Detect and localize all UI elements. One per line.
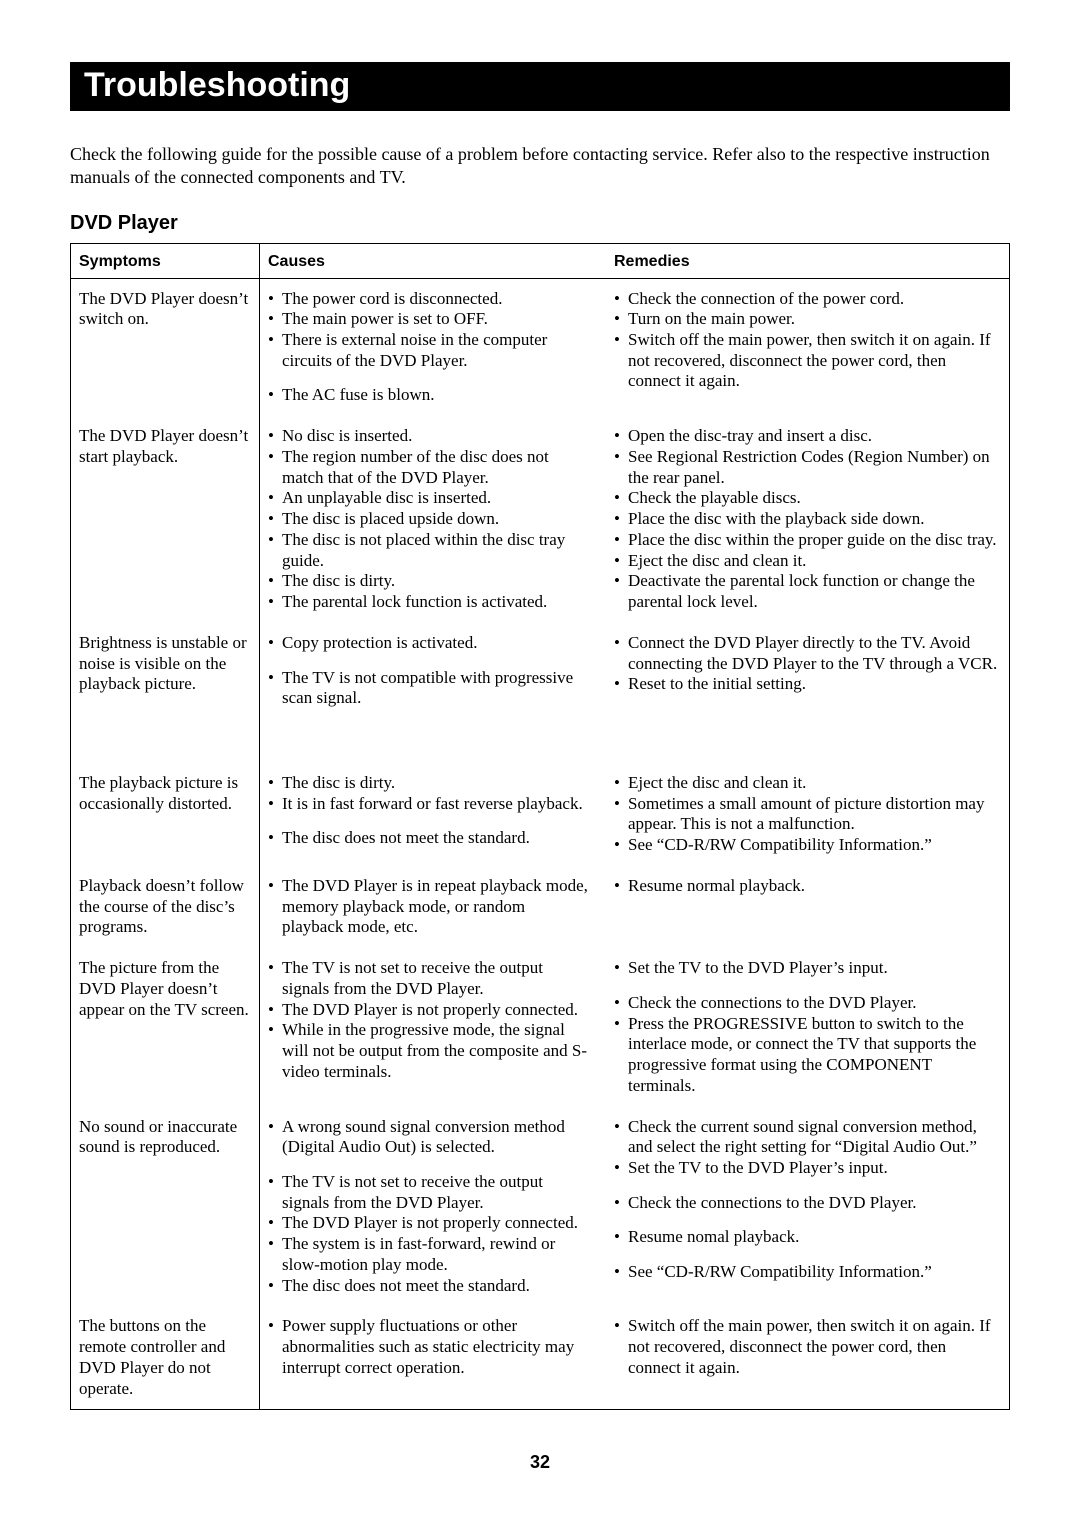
table-row: The playback picture is occasionally dis… — [71, 763, 1010, 866]
cause-item: No disc is inserted. — [268, 426, 588, 447]
cause-item: It is in fast forward or fast reverse pl… — [268, 794, 588, 815]
symptom-cell: The DVD Player doesn’t start playback. — [71, 416, 260, 623]
symptom-cell: Brightness is unstable or noise is visib… — [71, 623, 260, 763]
cause-item: An unplayable disc is inserted. — [268, 488, 588, 509]
table-row: Playback doesn’t follow the course of th… — [71, 866, 1010, 948]
remedy-item: Eject the disc and clean it. — [614, 551, 1001, 572]
remedy-item: Resume normal playback. — [614, 876, 1001, 897]
remedy-item: Place the disc within the proper guide o… — [614, 530, 1001, 551]
cause-item: The disc is placed upside down. — [268, 509, 588, 530]
cause-item: The disc does not meet the standard. — [268, 828, 588, 849]
cause-item: The disc is dirty. — [268, 773, 588, 794]
table-row: The picture from the DVD Player doesn’t … — [71, 948, 1010, 1106]
remedy-item: Sometimes a small amount of picture dist… — [614, 794, 1001, 835]
col-header-causes: Causes — [260, 244, 607, 279]
remedy-item: Eject the disc and clean it. — [614, 773, 1001, 794]
symptom-cell: The buttons on the remote controller and… — [71, 1306, 260, 1409]
cause-item: The TV is not set to receive the output … — [268, 1172, 588, 1213]
symptom-cell: No sound or inaccurate sound is reproduc… — [71, 1107, 260, 1307]
remedy-item: Set the TV to the DVD Player’s input. — [614, 1158, 1001, 1179]
symptom-cell: The picture from the DVD Player doesn’t … — [71, 948, 260, 1106]
remedy-item: Press the PROGRESSIVE button to switch t… — [614, 1014, 1001, 1097]
cause-item: The TV is not compatible with progressiv… — [268, 668, 588, 709]
remedies-cell: Open the disc-tray and insert a disc.See… — [606, 416, 1010, 623]
remedy-item: Check the connections to the DVD Player. — [614, 993, 1001, 1014]
cause-item: The AC fuse is blown. — [268, 385, 588, 406]
remedy-item: Check the current sound signal conversio… — [614, 1117, 1001, 1158]
remedy-item: Reset to the initial setting. — [614, 674, 1001, 695]
remedies-cell: Resume normal playback. — [606, 866, 1010, 948]
troubleshoot-table: Symptoms Causes Remedies The DVD Player … — [70, 243, 1010, 1410]
causes-cell: Power supply fluctuations or other abnor… — [260, 1306, 607, 1409]
cause-item: The disc is dirty. — [268, 571, 588, 592]
causes-cell: A wrong sound signal conversion method (… — [260, 1107, 607, 1307]
remedy-item: Place the disc with the playback side do… — [614, 509, 1001, 530]
col-header-symptoms: Symptoms — [71, 244, 260, 279]
intro-text: Check the following guide for the possib… — [70, 143, 1010, 188]
remedy-item: Check the playable discs. — [614, 488, 1001, 509]
symptom-cell: Playback doesn’t follow the course of th… — [71, 866, 260, 948]
cause-item: The region number of the disc does not m… — [268, 447, 588, 488]
table-row: The DVD Player doesn’t switch on.The pow… — [71, 278, 1010, 416]
remedy-item: Deactivate the parental lock function or… — [614, 571, 1001, 612]
page-number: 32 — [0, 1452, 1080, 1473]
remedy-item: Resume nomal playback. — [614, 1227, 1001, 1248]
remedies-cell: Switch off the main power, then switch i… — [606, 1306, 1010, 1409]
remedies-cell: Connect the DVD Player directly to the T… — [606, 623, 1010, 763]
remedy-item: Switch off the main power, then switch i… — [614, 330, 1001, 392]
remedy-item: Turn on the main power. — [614, 309, 1001, 330]
causes-cell: The power cord is disconnected.The main … — [260, 278, 607, 416]
remedy-item: See Regional Restriction Codes (Region N… — [614, 447, 1001, 488]
causes-cell: The DVD Player is in repeat playback mod… — [260, 866, 607, 948]
remedy-item: See “CD-R/RW Compatibility Information.” — [614, 835, 1001, 856]
page: Troubleshooting Check the following guid… — [0, 0, 1080, 1523]
page-title: Troubleshooting — [70, 62, 1010, 111]
cause-item: The DVD Player is not properly connected… — [268, 1000, 588, 1021]
table-row: The DVD Player doesn’t start playback.No… — [71, 416, 1010, 623]
remedies-cell: Eject the disc and clean it.Sometimes a … — [606, 763, 1010, 866]
cause-item: Copy protection is activated. — [268, 633, 588, 654]
symptom-cell: The DVD Player doesn’t switch on. — [71, 278, 260, 416]
cause-item: A wrong sound signal conversion method (… — [268, 1117, 588, 1158]
causes-cell: Copy protection is activated. The TV is n… — [260, 623, 607, 763]
cause-item: The power cord is disconnected. — [268, 289, 588, 310]
causes-cell: The disc is dirty.It is in fast forward … — [260, 763, 607, 866]
cause-item: The system is in fast-forward, rewind or… — [268, 1234, 588, 1275]
cause-item: Power supply fluctuations or other abnor… — [268, 1316, 588, 1378]
cause-item: There is external noise in the computer … — [268, 330, 588, 371]
causes-cell: No disc is inserted.The region number of… — [260, 416, 607, 623]
symptom-cell: The playback picture is occasionally dis… — [71, 763, 260, 866]
cause-item: The DVD Player is in repeat playback mod… — [268, 876, 588, 938]
table-row: Brightness is unstable or noise is visib… — [71, 623, 1010, 763]
cause-item: The disc does not meet the standard. — [268, 1276, 588, 1297]
cause-item: The disc is not placed within the disc t… — [268, 530, 588, 571]
cause-item: The main power is set to OFF. — [268, 309, 588, 330]
remedy-item: Connect the DVD Player directly to the T… — [614, 633, 1001, 674]
remedy-item: Check the connections to the DVD Player. — [614, 1193, 1001, 1214]
table-row: No sound or inaccurate sound is reproduc… — [71, 1107, 1010, 1307]
section-heading: DVD Player — [70, 212, 1010, 235]
cause-item: The TV is not set to receive the output … — [268, 958, 588, 999]
remedies-cell: Set the TV to the DVD Player’s input. Che… — [606, 948, 1010, 1106]
remedy-item: Open the disc-tray and insert a disc. — [614, 426, 1001, 447]
remedy-item: Set the TV to the DVD Player’s input. — [614, 958, 1001, 979]
cause-item: While in the progressive mode, the signa… — [268, 1020, 588, 1082]
table-header-row: Symptoms Causes Remedies — [71, 244, 1010, 279]
cause-item: The DVD Player is not properly connected… — [268, 1213, 588, 1234]
cause-item: The parental lock function is activated. — [268, 592, 588, 613]
col-header-remedies: Remedies — [606, 244, 1010, 279]
remedy-item: See “CD-R/RW Compatibility Information.” — [614, 1262, 1001, 1283]
remedies-cell: Check the connection of the power cord.T… — [606, 278, 1010, 416]
remedies-cell: Check the current sound signal conversio… — [606, 1107, 1010, 1307]
remedy-item: Switch off the main power, then switch i… — [614, 1316, 1001, 1378]
causes-cell: The TV is not set to receive the output … — [260, 948, 607, 1106]
remedy-item: Check the connection of the power cord. — [614, 289, 1001, 310]
table-row: The buttons on the remote controller and… — [71, 1306, 1010, 1409]
